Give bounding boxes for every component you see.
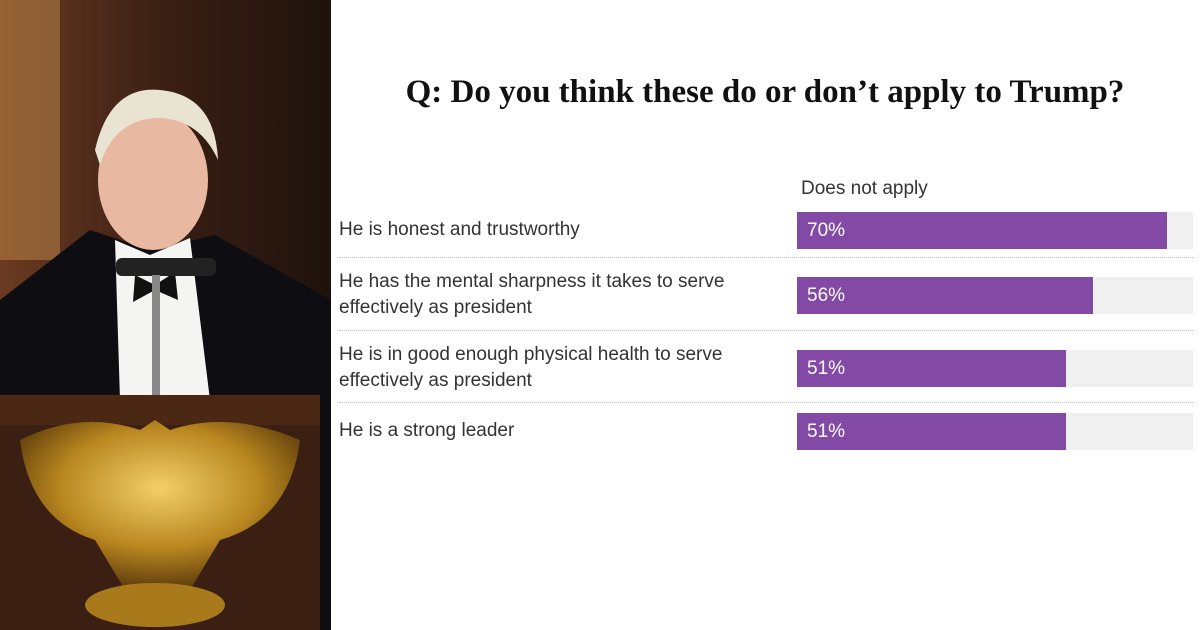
row-separator (339, 330, 1193, 331)
bar-track: 56% (797, 276, 1193, 314)
photo (0, 0, 331, 630)
bar-track: 70% (797, 211, 1193, 249)
legend-entry: Does not apply (801, 178, 928, 199)
bar (797, 211, 1167, 249)
bar (797, 349, 1067, 387)
category-label: He is a strong leader (339, 420, 515, 441)
category-label: He has the mental sharpness it takes to … (339, 271, 725, 318)
value-label: 51% (807, 357, 846, 379)
value-label: 70% (807, 219, 846, 241)
chart-title: Q: Do you think these do or don’t apply … (405, 74, 1125, 110)
bar (797, 412, 1067, 450)
bar (797, 276, 1093, 314)
bar-track: 51% (797, 349, 1193, 387)
bar-track: 51% (797, 412, 1193, 450)
category-label: He is honest and trustworthy (339, 219, 580, 240)
value-label: 56% (807, 284, 846, 306)
row-separator (339, 257, 1193, 258)
value-label: 51% (807, 420, 846, 442)
row-separator (339, 402, 1193, 403)
category-label: He is in good enough physical health to … (339, 344, 723, 391)
